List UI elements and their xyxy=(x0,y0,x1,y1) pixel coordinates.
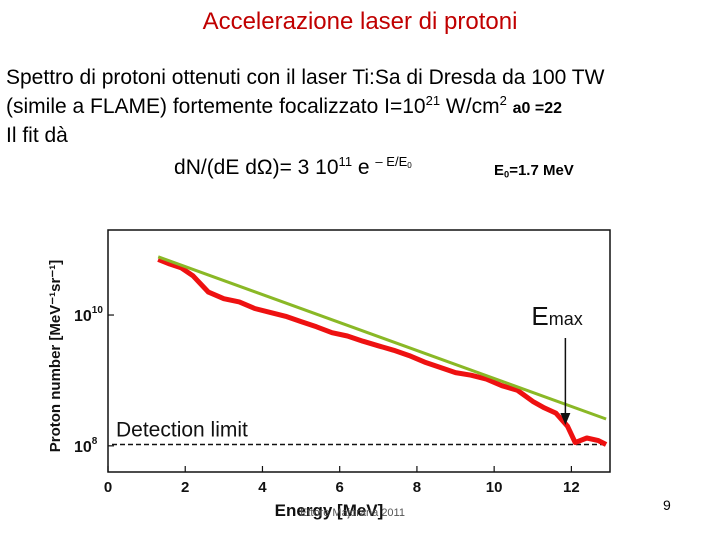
y-tick-base: 10 xyxy=(74,308,92,325)
y-axis-label: Proton number [MeV⁻¹sr⁻¹] xyxy=(47,260,64,453)
footer-text: Ettore Majorana 2011 xyxy=(300,507,405,519)
emax-base: E xyxy=(531,301,548,331)
x-tick-labels: 0 2 4 6 8 10 12 xyxy=(104,466,580,496)
formula-subscript: 0 xyxy=(407,161,412,171)
y-tick-exponent: 10 xyxy=(92,305,104,316)
emax-arrowhead xyxy=(560,413,571,425)
e0-subscript: 0 xyxy=(504,169,510,180)
e0-value: E0=1.7 MeV xyxy=(494,162,574,179)
formula-part-b: N/(dE dΩ)= 3 10 xyxy=(185,156,339,179)
fit-formula: dN/(dE dΩ)= 3 1011 e – E/E0 xyxy=(174,154,412,180)
text-line-2-part-a: (simile a FLAME) fortemente focalizzato … xyxy=(6,95,426,118)
y-tick-label: 108 xyxy=(74,436,98,456)
y-tick-label: 1010 xyxy=(74,305,103,325)
text-line-2-part-b: W/cm xyxy=(440,95,500,118)
emax-subscript: max xyxy=(549,309,583,329)
formula-exponent-2: – E/E0 xyxy=(375,154,412,171)
formula-exponent: 11 xyxy=(338,154,353,170)
unit-exponent: 2 xyxy=(499,93,507,109)
text-line-2: (simile a FLAME) fortemente focalizzato … xyxy=(6,93,563,119)
page-number: 9 xyxy=(663,497,671,513)
x-tick-label: 0 xyxy=(104,479,112,496)
series-fit-line xyxy=(157,255,607,421)
intensity-exponent: 21 xyxy=(425,93,441,109)
slide-title: Accelerazione laser di protoni xyxy=(202,8,518,35)
e0-number: =1.7 MeV xyxy=(509,162,574,179)
a0-value: a0 =22 xyxy=(512,100,563,117)
series-measured-line xyxy=(157,257,608,447)
formula-part-c: e xyxy=(352,156,376,179)
text-line-1: Spettro di protoni ottenuti con il laser… xyxy=(6,66,605,89)
x-tick-label: 2 xyxy=(181,479,189,496)
y-tick-exponent: 8 xyxy=(92,436,98,447)
x-tick-label: 12 xyxy=(563,479,580,496)
y-tick-base: 10 xyxy=(74,439,92,456)
formula-exponent-2-text: – E/E xyxy=(375,154,408,170)
x-tick-label: 10 xyxy=(486,479,503,496)
formula-part-a: d xyxy=(174,156,186,179)
x-tick-label: 4 xyxy=(258,479,267,496)
text-line-3: Il fit dà xyxy=(6,124,68,147)
detection-limit-label: Detection limit xyxy=(116,419,248,442)
x-tick-label: 6 xyxy=(336,479,344,496)
x-axis-label: Energy [MeV] xyxy=(275,501,384,520)
e0-symbol: E xyxy=(494,162,505,179)
emax-label: Emax xyxy=(531,301,582,331)
x-tick-label: 8 xyxy=(413,479,421,496)
